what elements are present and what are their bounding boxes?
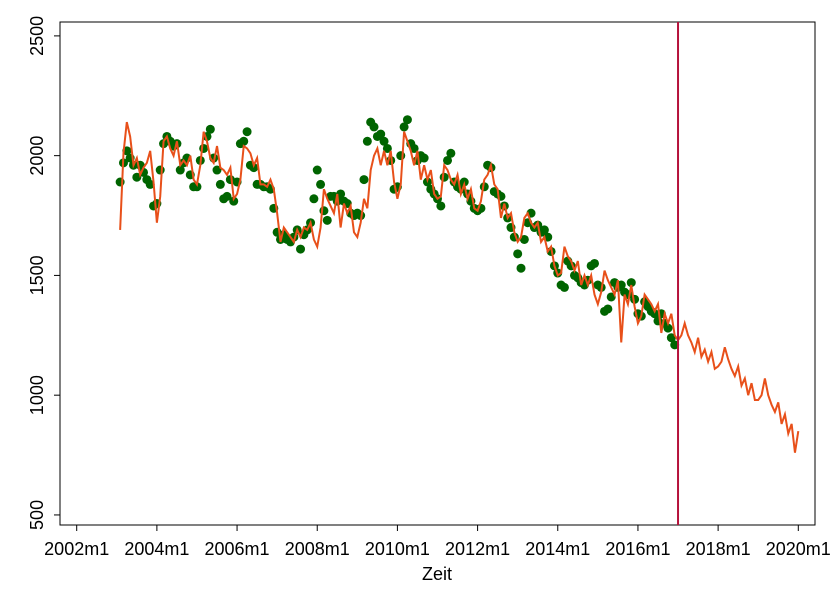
data-point — [436, 201, 446, 211]
x-tick-label: 2012m1 — [445, 539, 510, 559]
data-point — [229, 196, 239, 206]
data-point — [192, 182, 202, 192]
data-point — [663, 323, 673, 333]
data-point — [205, 124, 215, 134]
data-point — [419, 153, 429, 163]
data-point — [312, 165, 322, 175]
x-tick-label: 2010m1 — [365, 539, 430, 559]
x-tick-label: 2020m1 — [766, 539, 831, 559]
data-point — [396, 151, 406, 161]
data-point — [446, 148, 456, 158]
y-tick-label: 500 — [27, 500, 47, 530]
data-point — [215, 179, 225, 189]
data-point — [513, 249, 523, 259]
data-point — [379, 136, 389, 146]
data-point — [443, 155, 453, 165]
data-point — [376, 129, 386, 139]
data-point — [249, 163, 259, 173]
data-point — [516, 263, 526, 273]
data-point — [519, 234, 529, 244]
data-point — [316, 179, 326, 189]
data-point — [539, 225, 549, 235]
data-point — [359, 175, 369, 185]
y-tick-label: 1500 — [27, 255, 47, 295]
data-point — [145, 179, 155, 189]
data-point — [242, 127, 252, 137]
data-point — [369, 122, 379, 132]
x-tick-label: 2006m1 — [205, 539, 270, 559]
data-point — [309, 194, 319, 204]
data-point — [590, 258, 600, 268]
data-point — [155, 165, 165, 175]
data-point — [399, 122, 409, 132]
x-tick-label: 2018m1 — [686, 539, 751, 559]
y-tick-label: 2000 — [27, 136, 47, 176]
data-point — [239, 136, 249, 146]
data-point — [666, 333, 676, 343]
x-tick-label: 2014m1 — [525, 539, 590, 559]
data-point — [670, 340, 680, 350]
data-point — [606, 292, 616, 302]
y-tick-label: 2500 — [27, 16, 47, 56]
data-point — [296, 244, 306, 254]
data-point — [626, 278, 636, 288]
x-tick-label: 2004m1 — [124, 539, 189, 559]
data-point — [362, 136, 372, 146]
data-point — [212, 165, 222, 175]
data-point — [650, 309, 660, 319]
data-point — [409, 143, 419, 153]
data-point — [382, 143, 392, 153]
data-point — [175, 165, 185, 175]
x-tick-label: 2016m1 — [605, 539, 670, 559]
x-axis-label: Zeit — [422, 564, 452, 584]
fitted-line — [119, 121, 800, 453]
data-point — [322, 215, 332, 225]
data-point — [222, 191, 232, 201]
plot-frame — [59, 21, 816, 526]
y-tick-label: 1000 — [27, 375, 47, 415]
x-tick-label: 2002m1 — [44, 539, 109, 559]
data-point — [603, 304, 613, 314]
data-point — [402, 115, 412, 125]
data-point — [132, 172, 142, 182]
data-point — [559, 282, 569, 292]
x-tick-label: 2008m1 — [285, 539, 350, 559]
